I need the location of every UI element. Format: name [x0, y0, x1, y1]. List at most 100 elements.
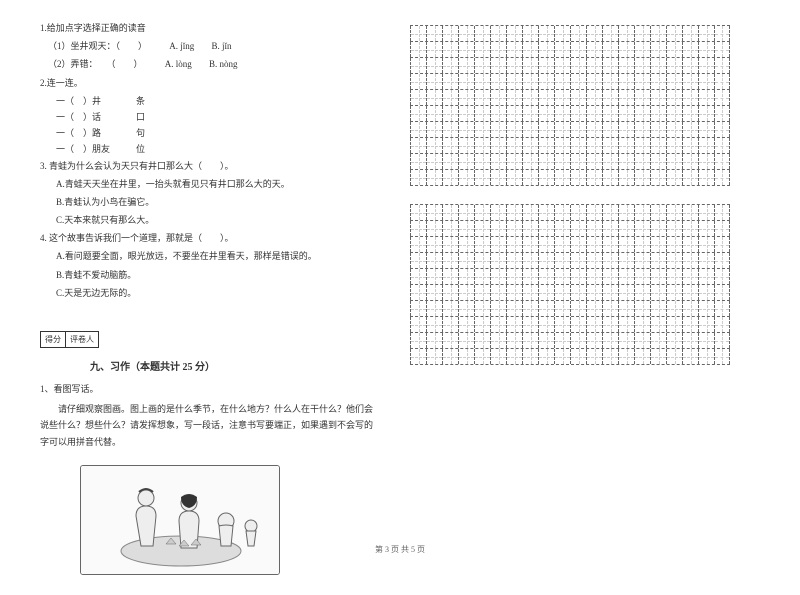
grid-cell — [618, 42, 634, 57]
grid-cell — [634, 154, 650, 169]
grid-cell — [442, 58, 458, 73]
grid-cell — [634, 237, 650, 252]
grid-cell — [554, 42, 570, 57]
grid-cell — [442, 138, 458, 153]
grid-cell — [522, 42, 538, 57]
grid-cell — [586, 90, 602, 105]
grid-cell — [426, 74, 442, 89]
grid-cell — [522, 285, 538, 300]
grid-cell — [634, 333, 650, 348]
q1-title: 1.给加点字选择正确的读音 — [40, 20, 380, 36]
grid-cell — [474, 170, 490, 185]
writing-illustration — [80, 465, 280, 575]
grid-cell — [714, 237, 730, 252]
grid-row — [410, 89, 730, 105]
grid-block — [410, 25, 730, 186]
grid-cell — [682, 74, 698, 89]
q2-item-2-right: 口 — [136, 109, 176, 125]
grid-cell — [698, 74, 714, 89]
q2-item-1: 一（ ）井 条 — [40, 93, 380, 109]
grid-cell — [602, 90, 618, 105]
grid-block — [410, 204, 730, 365]
grid-cell — [442, 349, 458, 364]
grid-cell — [634, 285, 650, 300]
grid-cell — [538, 90, 554, 105]
grid-cell — [442, 74, 458, 89]
grid-cell — [634, 106, 650, 121]
q2-item-4-right: 位 — [136, 141, 176, 157]
grid-cell — [490, 90, 506, 105]
grid-cell — [506, 154, 522, 169]
grid-cell — [426, 42, 442, 57]
q2-item-3: 一（ ）路 句 — [40, 125, 380, 141]
grid-cell — [714, 170, 730, 185]
grid-cell — [474, 221, 490, 236]
grid-cell — [682, 42, 698, 57]
q1-item-1-text: （1）坐井观天：（ ） — [48, 41, 147, 51]
grid-cell — [602, 74, 618, 89]
grid-cell — [618, 301, 634, 316]
grid-cell — [682, 26, 698, 41]
grid-cell — [522, 333, 538, 348]
grid-row — [410, 284, 730, 300]
grid-row — [410, 268, 730, 284]
grid-cell — [458, 221, 474, 236]
grid-cell — [538, 237, 554, 252]
grid-cell — [490, 58, 506, 73]
grid-cell — [570, 269, 586, 284]
grid-cell — [586, 170, 602, 185]
grid-cell — [538, 333, 554, 348]
grid-cell — [474, 138, 490, 153]
grid-cell — [538, 301, 554, 316]
grid-row — [410, 153, 730, 169]
grid-cell — [618, 285, 634, 300]
grid-cell — [682, 285, 698, 300]
grid-cell — [698, 170, 714, 185]
grid-cell — [426, 237, 442, 252]
grid-cell — [538, 58, 554, 73]
grid-cell — [650, 301, 666, 316]
grid-cell — [538, 74, 554, 89]
grid-cell — [682, 253, 698, 268]
q3-opt-a: A.青蛙天天坐在井里，一抬头就看见只有井口那么大的天。 — [40, 176, 380, 192]
grid-cell — [490, 138, 506, 153]
grid-cell — [714, 269, 730, 284]
grid-cell — [570, 349, 586, 364]
q3-opt-b: B.青蛙认为小鸟在骗它。 — [40, 194, 380, 210]
grid-cell — [602, 58, 618, 73]
q1-item-2-opta: A. lòng — [165, 59, 192, 69]
grid-cell — [410, 253, 426, 268]
grid-cell — [570, 253, 586, 268]
grid-cell — [618, 138, 634, 153]
grid-cell — [442, 269, 458, 284]
reviewer-label: 评卷人 — [66, 332, 98, 347]
grid-cell — [458, 237, 474, 252]
grid-row — [410, 348, 730, 365]
grid-cell — [522, 253, 538, 268]
grid-cell — [426, 26, 442, 41]
grid-cell — [538, 221, 554, 236]
grid-cell — [442, 285, 458, 300]
grid-cell — [490, 253, 506, 268]
grid-cell — [410, 221, 426, 236]
grid-cell — [570, 285, 586, 300]
grid-cell — [570, 237, 586, 252]
grid-cell — [682, 90, 698, 105]
grid-cell — [650, 237, 666, 252]
grid-cell — [426, 333, 442, 348]
grid-cell — [554, 138, 570, 153]
q1-item-1-opta: A. jǐng — [169, 41, 194, 51]
grid-cell — [602, 237, 618, 252]
grid-cell — [442, 106, 458, 121]
grid-cell — [554, 317, 570, 332]
grid-cell — [682, 138, 698, 153]
grid-cell — [618, 205, 634, 220]
grid-cell — [458, 42, 474, 57]
grid-cell — [442, 205, 458, 220]
grid-cell — [538, 42, 554, 57]
grid-cell — [506, 221, 522, 236]
grid-cell — [490, 122, 506, 137]
grid-cell — [426, 138, 442, 153]
grid-cell — [650, 138, 666, 153]
grid-cell — [618, 237, 634, 252]
